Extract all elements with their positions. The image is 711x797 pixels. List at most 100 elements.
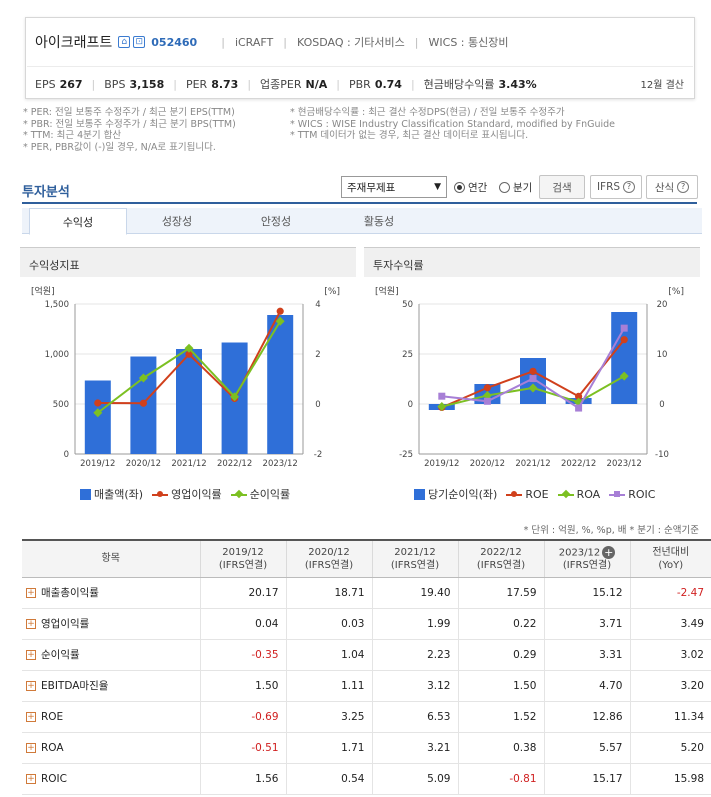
formula-help-button[interactable]: 산식? [646, 175, 698, 199]
tab-stability[interactable]: 안정성 [260, 215, 292, 228]
data-point [529, 375, 537, 383]
table-cell: 3.31 [543, 639, 630, 671]
table-cell: -0.81 [457, 763, 544, 795]
header-text: (IFRS연결) [304, 559, 354, 571]
legend-item[interactable]: 당기순이익(좌) [414, 486, 497, 502]
y-axis-label: [억원] [375, 285, 399, 297]
data-point [482, 390, 492, 400]
row-label: ROE [41, 710, 64, 723]
column-header-item: 항목 [22, 539, 200, 578]
table-cell: 1.52 [457, 701, 544, 733]
legend-label: 매출액(좌) [94, 488, 144, 501]
table-cell: 0.54 [285, 763, 372, 795]
table-cell: -2.47 [629, 577, 711, 609]
table-cell: 4.70 [543, 670, 630, 702]
row-label-cell[interactable]: + 순이익률 [22, 639, 200, 671]
expand-row-icon[interactable]: + [26, 681, 36, 691]
column-header: 2020/12 (IFRS연결) [285, 539, 372, 578]
data-point [529, 367, 537, 375]
radio-annual[interactable]: 연간 [454, 180, 487, 195]
table-cell: 3.12 [371, 670, 458, 702]
footnote: * TTM: 최근 4분기 합산 [23, 130, 122, 141]
table-cell: 19.40 [371, 577, 458, 609]
y2-tick-label: -2 [314, 450, 322, 460]
row-label-cell[interactable]: + ROIC [22, 763, 200, 795]
divider: | [336, 77, 340, 91]
investment-return-legend: 당기순이익(좌) ROE ROA ROIC [414, 486, 664, 502]
tab-profitability[interactable]: 수익성 [29, 208, 127, 235]
footnote: * PBR: 전일 보통주 수정주가 / 최근 분기 BPS(TTM) [23, 118, 236, 130]
divider: | [247, 77, 252, 91]
metric-per: PER 8.73 [186, 78, 238, 91]
legend-item[interactable]: 매출액(좌) [80, 486, 143, 502]
legend-item[interactable]: 영업이익률 [152, 486, 222, 502]
row-label: ROA [41, 741, 64, 754]
y2-tick-label: 0 [659, 400, 664, 410]
radio-quarter[interactable]: 분기 [499, 180, 532, 195]
metric-label: BPS [104, 77, 126, 91]
expand-row-icon[interactable]: + [26, 742, 36, 753]
expand-row-icon[interactable]: + [26, 711, 36, 722]
row-label-cell[interactable]: + EBITDA마진율 [22, 670, 200, 702]
legend-marker [157, 491, 164, 497]
legend-item[interactable]: ROIC [609, 488, 655, 501]
profitability-chart-panel: 수익성지표 [억원] [%] 0 -2 500 0 1,000 2 1,500 4 2019/12 2… [20, 247, 356, 505]
table-cell: 3.21 [371, 732, 458, 764]
bar [176, 349, 202, 454]
expand-row-icon[interactable]: + [26, 588, 36, 598]
footnote: * 현금배당수익률 : 최근 결산 수정DPS(현금) / 전일 보통주 수정주… [290, 107, 565, 118]
legend-item[interactable]: 순이익률 [230, 486, 291, 502]
table-cell: 5.09 [371, 763, 458, 795]
header-text: 2020/12 [308, 546, 350, 558]
footnote: * WICS : WISE Industry Classification St… [290, 118, 616, 130]
legend-label: 순이익률 [249, 488, 291, 501]
tab-activity[interactable]: 활동성 [363, 215, 395, 228]
button-label: 산식 [654, 181, 675, 194]
y2-axis-label: [%] [668, 287, 684, 297]
table-cell: 3.25 [285, 701, 372, 733]
table-cell: 1.11 [285, 670, 372, 702]
divider: | [283, 35, 287, 49]
company-info-icon[interactable]: ⊡ [133, 36, 146, 48]
tab-growth[interactable]: 성장성 [161, 215, 193, 228]
statement-select[interactable]: 주재무제표 ▼ [341, 176, 447, 198]
header-text: (IFRS연결) [390, 559, 440, 571]
x-tick-label: 2023/12 [607, 459, 642, 469]
table-row: + 영업이익률 0.04 0.03 1.99 0.22 3.71 3.49 [22, 608, 711, 640]
row-label-cell[interactable]: + ROE [22, 701, 200, 733]
header-text: 전년대비 [652, 546, 690, 558]
legend-label: ROA [576, 487, 601, 501]
expand-row-icon[interactable]: + [26, 773, 36, 784]
legend-item[interactable]: ROE [506, 488, 549, 501]
table-cell: 17.59 [457, 577, 544, 609]
row-label-cell[interactable]: + ROA [22, 732, 200, 764]
expand-columns-icon[interactable]: + [602, 545, 616, 559]
expand-row-icon[interactable]: + [26, 619, 36, 629]
divider: | [91, 77, 96, 91]
company-header: 아이크래프트 ⌂ ⊡ 052460 | iCRAFT | KOSDAQ : 기타… [35, 32, 508, 52]
x-tick-label: 2023/12 [263, 459, 298, 469]
table-cell: 5.20 [629, 732, 711, 764]
ticker: 052460 [151, 35, 198, 49]
ifrs-help-button[interactable]: IFRS? [590, 175, 642, 199]
row-label-cell[interactable]: + 영업이익률 [22, 608, 200, 640]
data-point [276, 307, 284, 315]
table-cell: 2.23 [371, 639, 458, 671]
table-cell: -0.35 [199, 639, 286, 671]
table-cell: 0.29 [457, 639, 544, 671]
header-text: (IFRS연결) [476, 559, 526, 571]
data-point [620, 324, 628, 332]
legend-marker [614, 491, 621, 497]
search-button[interactable]: 검색 [539, 175, 585, 199]
metric-value: 267 [59, 77, 83, 91]
company-english-name: iCRAFT [234, 35, 274, 49]
metric-label: EPS [35, 77, 56, 91]
y-tick-label: 0 [408, 400, 413, 410]
table-row: + 매출총이익률 20.17 18.71 19.40 17.59 15.12 -2.47 [22, 577, 711, 609]
expand-row-icon[interactable]: + [26, 650, 36, 660]
legend-item[interactable]: ROA [557, 487, 601, 501]
home-icon[interactable]: ⌂ [118, 36, 131, 48]
table-row: + ROA -0.51 1.71 3.21 0.38 5.57 5.20 [22, 732, 711, 764]
header-text: 2021/12 [394, 546, 436, 558]
row-label-cell[interactable]: + 매출총이익률 [22, 577, 200, 609]
